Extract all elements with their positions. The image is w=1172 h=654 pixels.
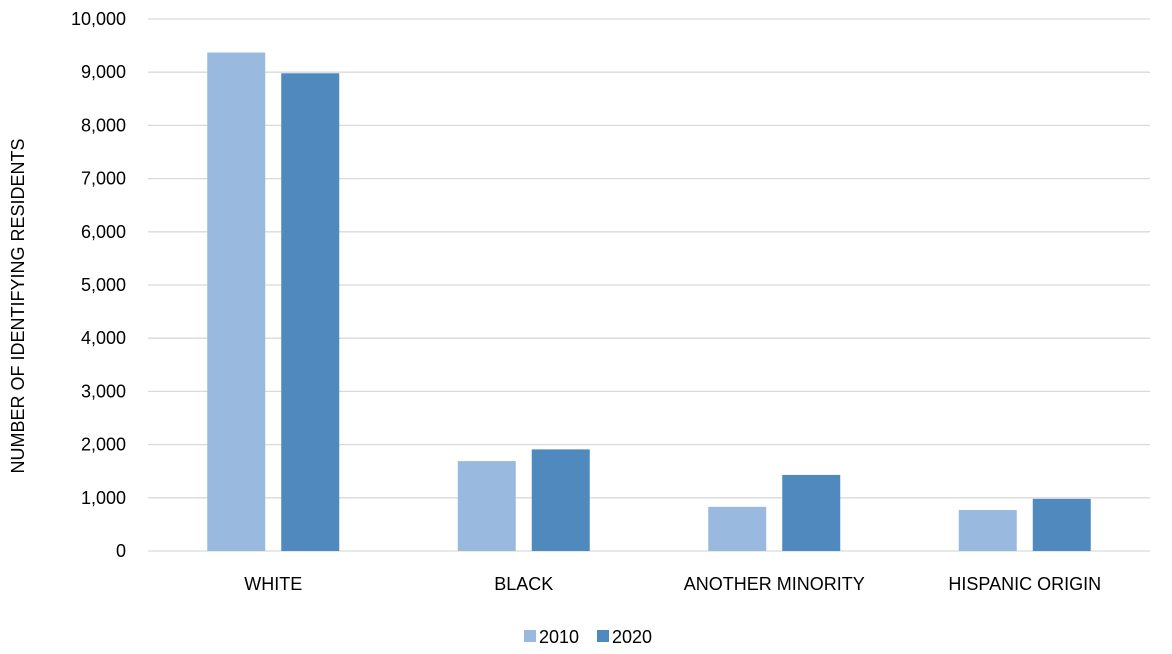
y-tick-label: 3,000 — [81, 381, 126, 401]
y-tick-label: 10,000 — [71, 9, 126, 29]
legend-swatch-2010 — [524, 630, 536, 642]
bars — [207, 52, 1091, 552]
x-category-label: WHITE — [244, 574, 302, 594]
legend-label: 2020 — [612, 627, 652, 647]
bar-2010-white — [207, 52, 266, 552]
y-tick-label: 7,000 — [81, 169, 126, 189]
y-axis-title: NUMBER OF IDENTIFYING RESIDENTS — [8, 138, 28, 473]
bar-2010-hispanic-origin — [958, 510, 1017, 551]
legend: 2010 2020 — [524, 627, 652, 647]
x-category-label: HISPANIC ORIGIN — [948, 574, 1101, 594]
y-tick-label: 0 — [116, 541, 126, 561]
y-tick-label: 2,000 — [81, 435, 126, 455]
bar-2020-hispanic-origin — [1032, 498, 1091, 551]
bar-2020-white — [281, 73, 340, 551]
legend-swatch-2020 — [597, 630, 609, 642]
legend-label: 2010 — [539, 627, 579, 647]
y-tick-label: 6,000 — [81, 222, 126, 242]
y-axis-tick-labels: 0 1,000 2,000 3,000 4,000 5,000 6,000 7,000 8,00… — [71, 9, 126, 561]
x-category-label: BLACK — [494, 574, 553, 594]
bar-2020-black — [531, 449, 590, 551]
y-tick-label: 5,000 — [81, 275, 126, 295]
bar-2010-black — [457, 461, 516, 551]
x-category-label: ANOTHER MINORITY — [684, 574, 865, 594]
y-tick-label: 1,000 — [81, 488, 126, 508]
y-tick-label: 8,000 — [81, 115, 126, 135]
bar-2010-another-minority — [708, 506, 767, 551]
y-tick-label: 9,000 — [81, 62, 126, 82]
x-axis-category-labels: WHITE BLACK ANOTHER MINORITY HISPANIC ORIGI… — [244, 574, 1101, 594]
bar-2020-another-minority — [782, 474, 841, 551]
y-tick-label: 4,000 — [81, 328, 126, 348]
